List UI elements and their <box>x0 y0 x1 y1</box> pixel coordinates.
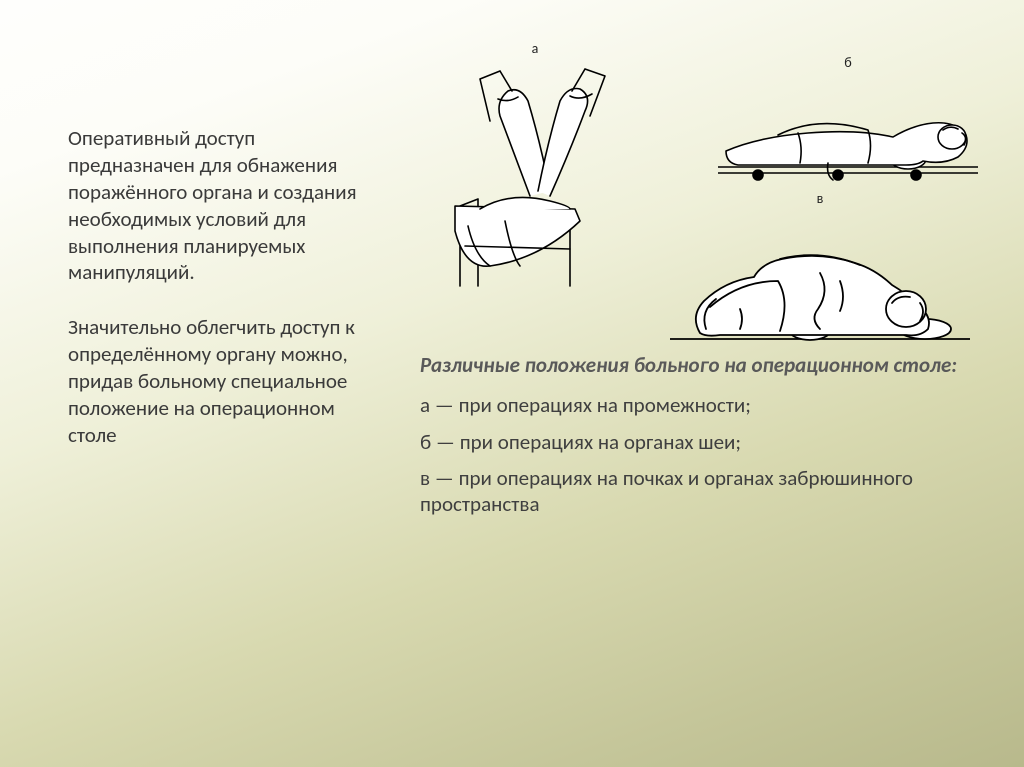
slide: Оперативный доступ предназначен для обна… <box>0 0 1024 767</box>
figure-label-a: а <box>532 40 539 57</box>
illustration-a-icon <box>420 61 650 291</box>
illustration-b-icon <box>718 75 978 185</box>
caption-title: Различные положения больного на операцио… <box>420 352 975 378</box>
caption-item-a: а — при операциях на промежности; <box>420 392 975 418</box>
right-column: Различные положения больного на операцио… <box>420 352 975 527</box>
figure-label-c: в <box>817 190 824 207</box>
figure-c: в <box>670 190 970 351</box>
illustration-c-icon <box>670 211 970 351</box>
left-column: Оперативный доступ предназначен для обна… <box>68 125 378 477</box>
caption-item-b: б — при операциях на органах шеи; <box>420 429 975 455</box>
figure-b: б <box>718 54 978 185</box>
figure-a: а <box>420 40 650 291</box>
paragraph-1: Оперативный доступ предназначен для обна… <box>68 125 378 286</box>
figure-label-b: б <box>844 54 851 71</box>
figure-area: а <box>420 40 980 340</box>
paragraph-2: Значительно облегчить доступ к определён… <box>68 314 378 448</box>
caption-item-c: в — при операциях на почках и органах за… <box>420 465 975 518</box>
